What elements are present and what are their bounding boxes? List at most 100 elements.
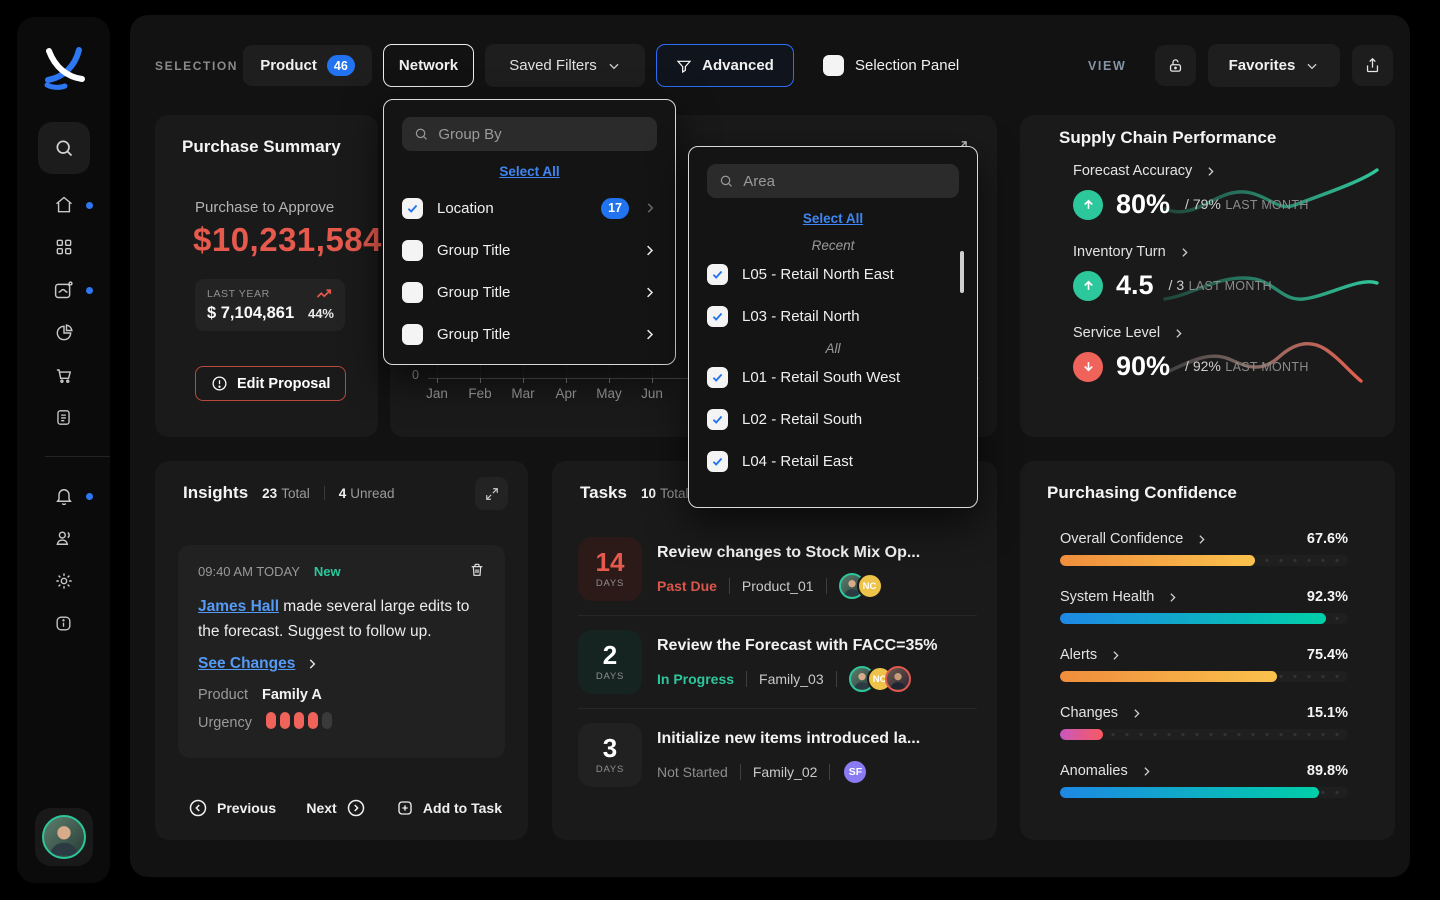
- expand-insights-button[interactable]: [475, 477, 508, 510]
- share-button[interactable]: [1352, 45, 1393, 86]
- chart-tick: [437, 378, 438, 383]
- document-icon: [57, 409, 70, 425]
- sidebar-item-settings[interactable]: [46, 563, 82, 599]
- metric-label-row[interactable]: Inventory Turn: [1073, 244, 1272, 260]
- progress-track: [1060, 729, 1348, 740]
- group-by-option[interactable]: Group Title: [384, 229, 675, 271]
- user-avatar-button[interactable]: [35, 808, 93, 866]
- sidebar-item-purchasing[interactable]: [46, 357, 82, 393]
- saved-filters-dropdown[interactable]: Saved Filters: [485, 44, 645, 87]
- checkbox-checked[interactable]: [707, 305, 728, 327]
- task-row[interactable]: 14 DAYS Review changes to Stock Mix Op..…: [578, 537, 977, 601]
- area-search[interactable]: [707, 164, 959, 198]
- sidebar-item-notifications[interactable]: [46, 478, 82, 514]
- task-title: Review changes to Stock Mix Op...: [657, 544, 921, 561]
- network-filter-button[interactable]: Network: [383, 44, 474, 87]
- insight-author-link[interactable]: James Hall: [198, 598, 279, 615]
- group-by-select-all-link[interactable]: Select All: [499, 164, 560, 179]
- task-days-badge: 2 DAYS: [578, 630, 642, 694]
- chevron-right-icon[interactable]: [643, 201, 657, 215]
- confidence-label[interactable]: Overall Confidence: [1060, 531, 1184, 547]
- task-row[interactable]: 2 DAYS Review the Forecast with FACC=35%…: [578, 630, 977, 694]
- chevron-right-icon: [1170, 592, 1176, 602]
- pie-chart-icon: [56, 324, 73, 341]
- tasks-total-count: 10: [640, 486, 656, 501]
- group-by-option[interactable]: Group Title: [384, 313, 675, 355]
- checkbox-unchecked[interactable]: [402, 323, 423, 345]
- sidebar-item-home[interactable]: [46, 187, 82, 223]
- area-option[interactable]: L03 - Retail North: [689, 295, 977, 337]
- cart-icon: [56, 369, 71, 383]
- delete-insight-button[interactable]: [469, 562, 485, 581]
- previous-insight-button[interactable]: Previous: [188, 798, 276, 818]
- group-by-search[interactable]: [402, 117, 657, 151]
- see-changes-link[interactable]: See Changes: [198, 655, 296, 673]
- task-days-count: 14: [595, 547, 625, 577]
- checkbox-unchecked[interactable]: [402, 281, 423, 303]
- check-icon: [712, 457, 723, 466]
- selection-panel-checkbox[interactable]: [823, 55, 844, 76]
- group-by-option[interactable]: Group Title: [384, 271, 675, 313]
- scrollbar-thumb[interactable]: [960, 251, 964, 293]
- chevron-right-icon[interactable]: [642, 285, 657, 300]
- checkbox-checked[interactable]: [707, 450, 728, 472]
- metric-label-row[interactable]: Forecast Accuracy: [1073, 163, 1309, 179]
- insight-new-badge: New: [313, 564, 341, 579]
- sidebar-item-documents[interactable]: [46, 399, 82, 435]
- metric-label: Service Level: [1073, 325, 1161, 341]
- network-button-label: Network: [398, 57, 459, 74]
- confidence-label[interactable]: Alerts: [1060, 647, 1098, 663]
- sidebar-search-button[interactable]: [37, 122, 90, 174]
- checkbox-checked[interactable]: [707, 366, 728, 388]
- sidebar-item-analytics[interactable]: [46, 315, 82, 351]
- confidence-row-anomalies: Anomalies 89.8%: [1060, 763, 1348, 798]
- area-option[interactable]: L02 - Retail South: [689, 398, 977, 440]
- insights-title: Insights: [183, 483, 249, 502]
- group-by-option-location[interactable]: Location 17: [384, 187, 675, 229]
- favorites-dropdown[interactable]: Favorites: [1208, 44, 1340, 87]
- task-days-label: DAYS: [595, 671, 625, 682]
- edit-proposal-button[interactable]: Edit Proposal: [195, 366, 347, 401]
- add-to-task-button[interactable]: Add to Task: [396, 799, 502, 817]
- checkbox-checked[interactable]: [402, 197, 423, 219]
- insight-urgency-label: Urgency: [198, 714, 252, 731]
- insights-total-count: 23: [262, 486, 278, 501]
- confidence-label[interactable]: System Health: [1060, 589, 1155, 605]
- search-icon: [56, 140, 72, 157]
- trend-down-circle-icon: [1073, 351, 1103, 382]
- area-group-recent: Recent: [811, 238, 855, 253]
- sidebar-item-apps[interactable]: [46, 229, 82, 265]
- option-label: Location: [437, 199, 494, 217]
- group-by-search-input[interactable]: [438, 125, 645, 143]
- task-status: Past Due: [657, 578, 717, 594]
- lock-view-button[interactable]: [1155, 45, 1196, 86]
- confidence-label[interactable]: Changes: [1060, 705, 1119, 721]
- confidence-label[interactable]: Anomalies: [1060, 763, 1128, 779]
- sidebar-item-users[interactable]: [46, 520, 82, 556]
- task-row[interactable]: 3 DAYS Initialize new items introduced l…: [578, 723, 977, 787]
- metric-label-row[interactable]: Service Level: [1073, 325, 1309, 341]
- area-select-all-link[interactable]: Select All: [802, 211, 864, 226]
- chevron-right-icon[interactable]: [642, 243, 657, 258]
- metric-compare-label: LAST MONTH: [1225, 359, 1309, 374]
- advanced-filter-button[interactable]: Advanced: [656, 44, 794, 87]
- group-by-dropdown: Select All Location 17 Group Title Group…: [383, 99, 676, 365]
- confidence-row-alerts: Alerts 75.4%: [1060, 647, 1348, 682]
- checkbox-unchecked[interactable]: [402, 239, 423, 261]
- sidebar-item-info[interactable]: [46, 605, 82, 641]
- next-insight-button[interactable]: Next: [306, 798, 365, 818]
- checkbox-checked[interactable]: [707, 408, 728, 430]
- area-option[interactable]: L04 - Retail East: [689, 440, 977, 482]
- checkbox-checked[interactable]: [707, 263, 728, 285]
- task-days-count: 3: [602, 733, 618, 763]
- area-option[interactable]: L05 - Retail North East: [689, 253, 977, 295]
- previous-label: Previous: [217, 800, 277, 816]
- chevron-right-icon[interactable]: [642, 327, 657, 342]
- favorites-label: Favorites: [1228, 57, 1296, 74]
- area-search-input[interactable]: [743, 172, 947, 190]
- confidence-value: 15.1%: [1306, 705, 1348, 721]
- area-option[interactable]: L01 - Retail South West: [689, 356, 977, 398]
- product-filter-button[interactable]: Product 46: [243, 45, 372, 86]
- progress-track: [1060, 555, 1348, 566]
- sidebar-item-forecast[interactable]: [46, 272, 82, 308]
